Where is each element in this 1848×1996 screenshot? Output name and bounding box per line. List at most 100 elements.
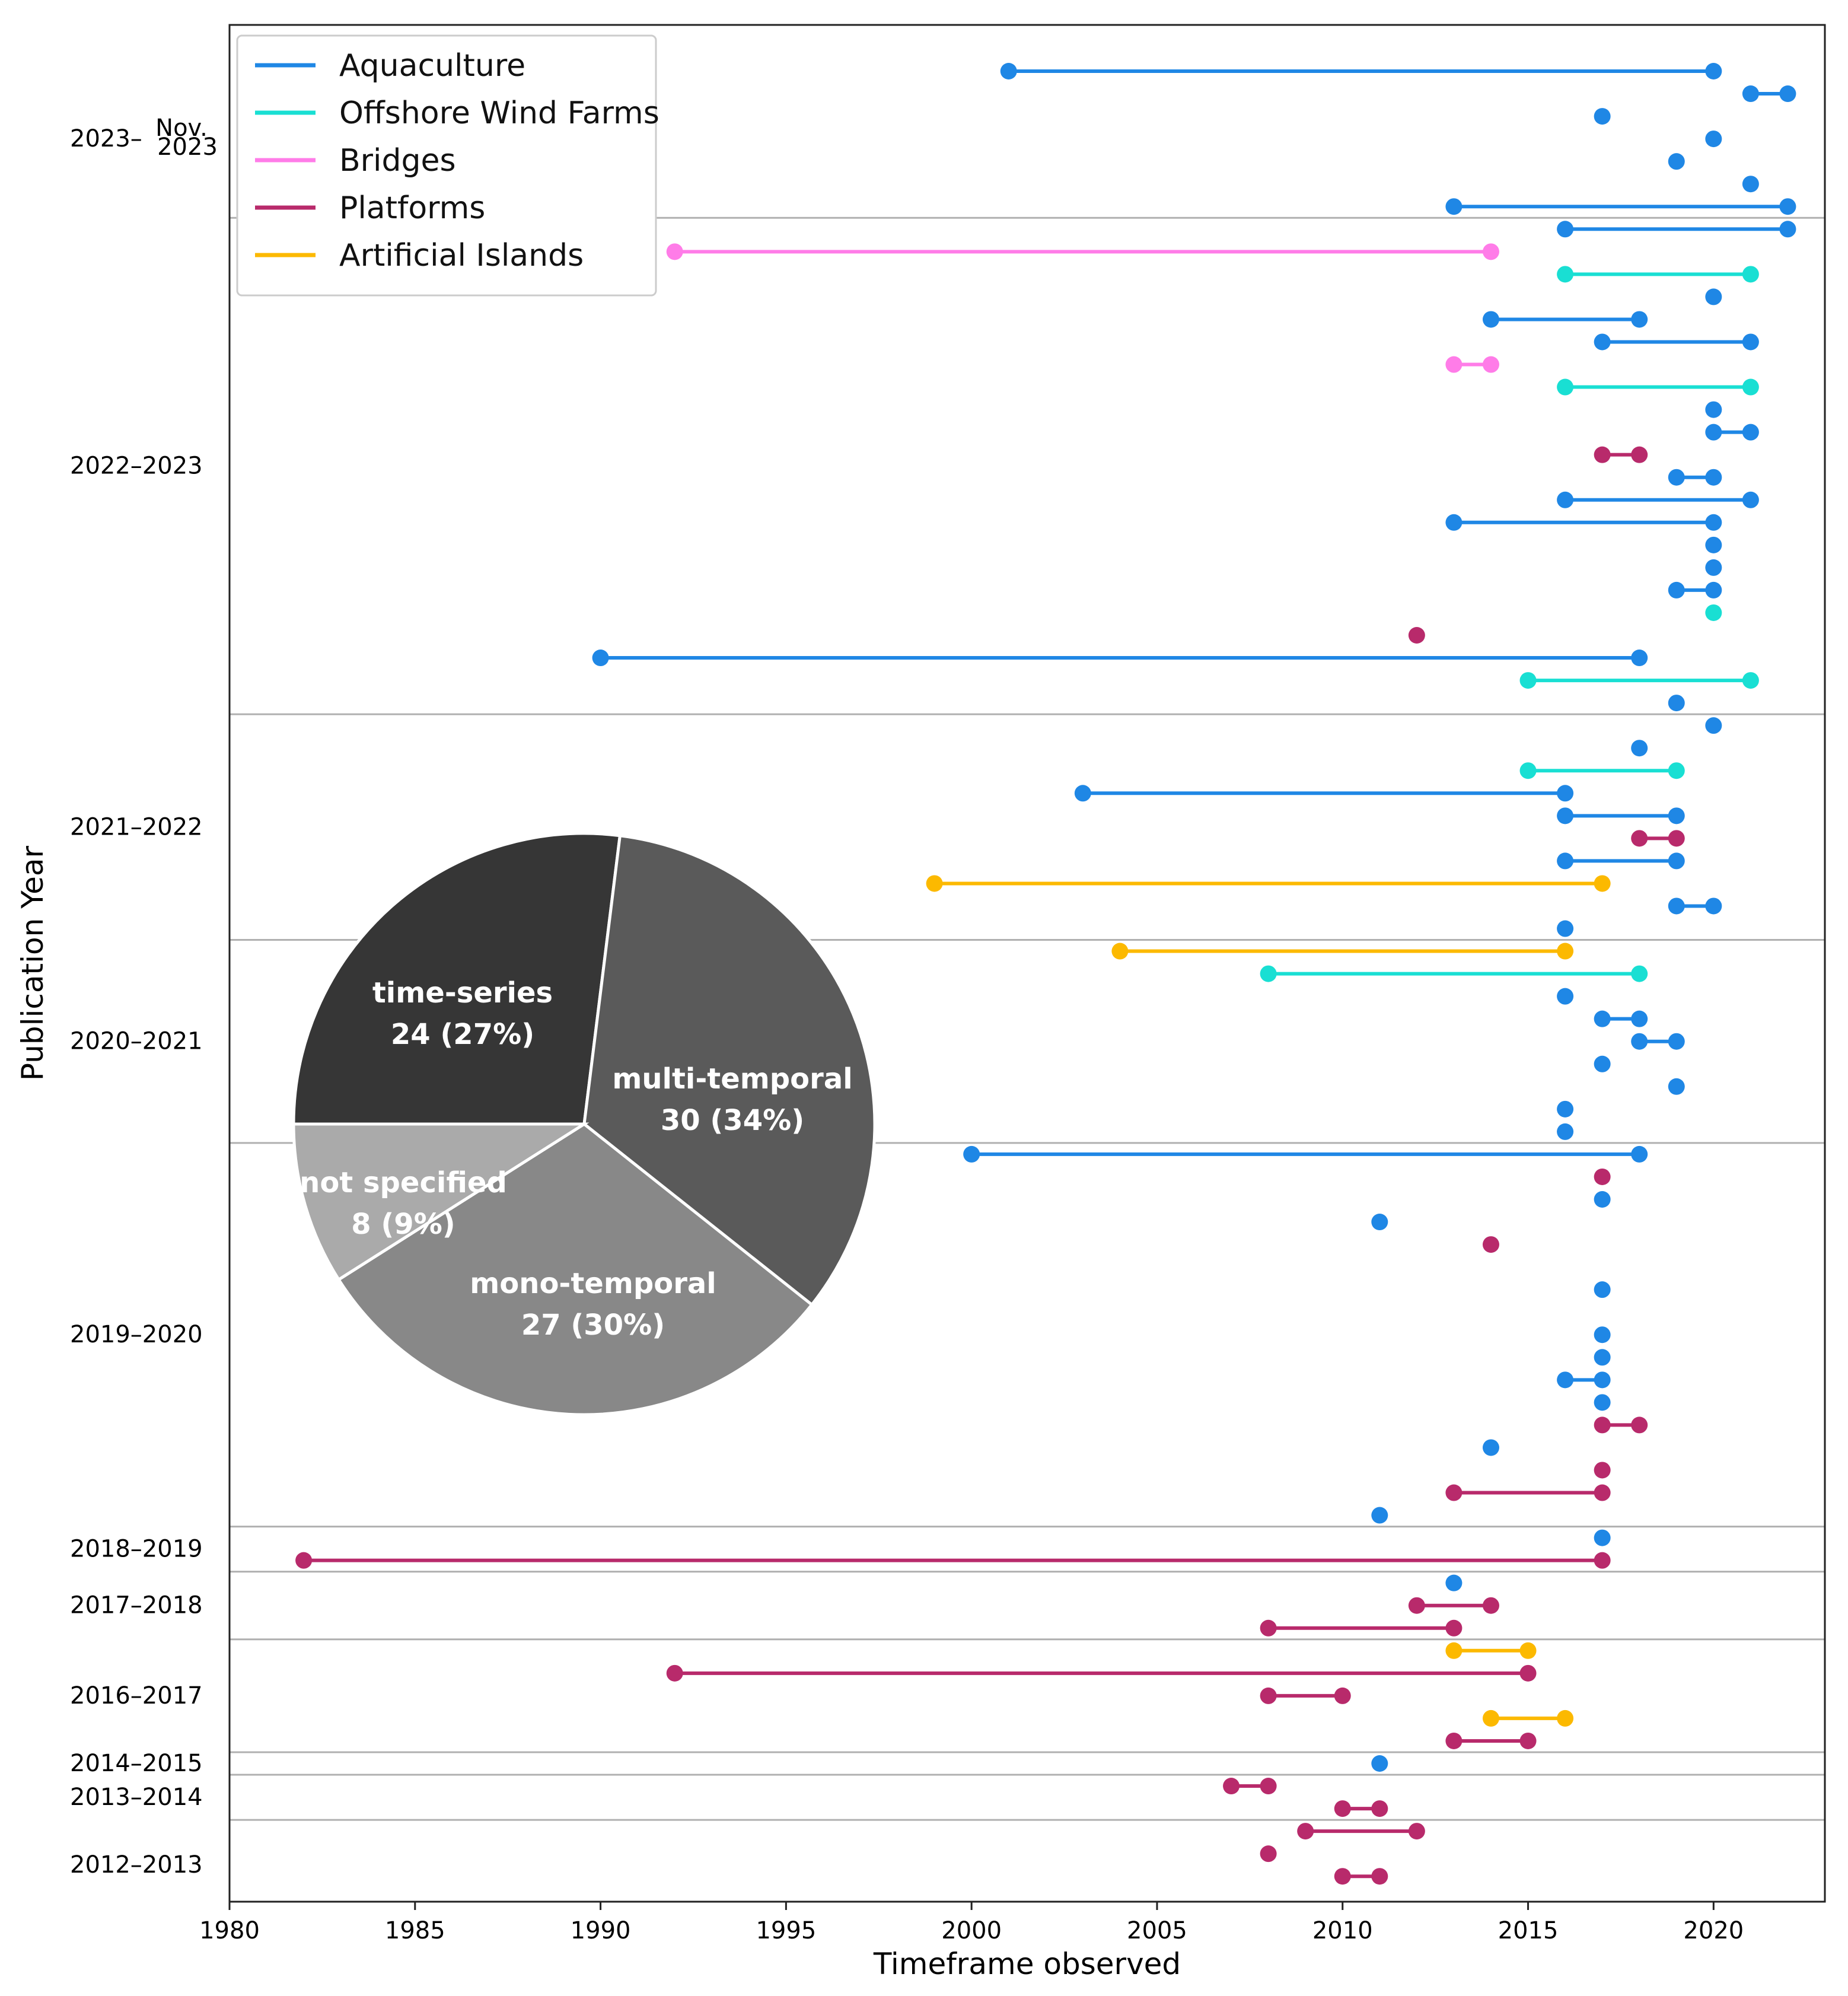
study-start-point — [1519, 672, 1537, 689]
study-end-point — [1705, 897, 1722, 915]
study-start-point — [1557, 1371, 1574, 1389]
study-range — [1557, 807, 1685, 824]
study-range — [1260, 1845, 1277, 1863]
study-end-point — [1779, 221, 1796, 238]
study-end-point — [1631, 1145, 1648, 1163]
study-end-point — [1631, 965, 1648, 982]
study-range — [1594, 1191, 1611, 1208]
legend-label: Platforms — [339, 190, 485, 226]
study-range — [1000, 63, 1722, 79]
study-end-point — [1705, 63, 1722, 79]
study-range — [1705, 717, 1722, 734]
study-start-point — [1334, 1868, 1351, 1885]
study-range — [1631, 830, 1685, 847]
study-range — [1408, 1597, 1499, 1614]
study-range — [1705, 401, 1722, 418]
pie-slice-label: not specified — [299, 1166, 507, 1199]
study-start-point — [1260, 1619, 1277, 1637]
study-start-point — [1557, 221, 1574, 238]
study-start-point — [1594, 333, 1611, 351]
study-range — [1557, 988, 1574, 1005]
study-range — [1594, 333, 1759, 351]
study-end-point — [1371, 1868, 1388, 1885]
study-start-point — [1594, 108, 1611, 125]
study-end-point — [1705, 514, 1722, 531]
study-range — [1445, 1732, 1537, 1749]
year-group-label: 2022–2023 — [70, 453, 203, 480]
study-start-point — [1594, 1416, 1611, 1434]
pie-slice-label: mono-temporal — [470, 1267, 716, 1300]
plot-frame — [228, 24, 1826, 1903]
study-end-point — [1371, 1800, 1388, 1817]
year-group-sublabel: Nov. — [155, 114, 208, 142]
study-range — [1668, 469, 1722, 486]
x-tick-label: 2020 — [1683, 1917, 1744, 1944]
study-start-point — [1594, 1055, 1611, 1072]
study-start-point — [1260, 1687, 1277, 1704]
legend-box — [236, 34, 657, 297]
study-range — [1334, 1800, 1388, 1817]
study-start-point — [1260, 965, 1277, 982]
pie-slice-label: multi-temporal — [612, 1062, 852, 1096]
study-start-point — [1742, 176, 1759, 193]
study-start-point — [1000, 63, 1017, 79]
study-range — [1631, 740, 1648, 757]
study-range — [295, 1552, 1611, 1569]
study-range — [1557, 852, 1685, 870]
study-start-point — [1668, 897, 1685, 915]
study-range — [1557, 1123, 1574, 1140]
study-range — [1557, 378, 1759, 396]
study-start-point — [1297, 1823, 1314, 1840]
study-start-point — [1668, 1078, 1685, 1095]
study-start-point — [1557, 920, 1574, 937]
study-range — [1668, 153, 1685, 170]
legend-label: Artificial Islands — [339, 238, 584, 273]
study-range — [1371, 1755, 1388, 1772]
study-range — [1445, 1484, 1611, 1501]
study-start-point — [1445, 1732, 1463, 1749]
study-start-point — [1594, 1326, 1611, 1344]
study-range — [1557, 920, 1574, 937]
study-range — [1482, 1439, 1499, 1456]
study-range — [1482, 311, 1648, 328]
study-start-point — [1668, 695, 1685, 712]
study-start-point — [1594, 1281, 1611, 1298]
study-start-point — [1705, 604, 1722, 621]
x-tick-label: 2005 — [1127, 1917, 1187, 1944]
pie-slice — [582, 833, 877, 1307]
study-end-point — [1594, 1484, 1611, 1501]
study-range — [1594, 446, 1648, 463]
year-group-label: 2016–2017 — [70, 1682, 203, 1710]
study-range — [1557, 1371, 1611, 1389]
pie-slice — [292, 1122, 590, 1282]
study-start-point — [1557, 491, 1574, 508]
study-end-point — [1742, 672, 1759, 689]
year-group-label: 2018–2019 — [70, 1536, 203, 1563]
legend-label: Aquaculture — [339, 48, 525, 84]
study-end-point — [1557, 943, 1574, 960]
study-start-point — [1223, 1778, 1240, 1795]
year-group-label: 2020–2021 — [70, 1028, 203, 1055]
x-tick-label: 1985 — [385, 1917, 445, 1944]
study-start-point — [1408, 627, 1425, 644]
study-end-point — [1519, 1732, 1537, 1749]
study-start-point — [592, 650, 609, 667]
legend: Aquaculture Offshore Wind Farms Bridges Pla… — [236, 34, 659, 297]
study-range — [1705, 536, 1722, 553]
study-end-point — [1631, 1416, 1648, 1434]
study-start-point — [1445, 514, 1463, 531]
study-start-point — [1371, 1214, 1388, 1231]
study-start-point — [1482, 1236, 1499, 1253]
study-end-point — [1594, 875, 1611, 892]
study-start-point — [1260, 1845, 1277, 1863]
study-range — [1668, 1078, 1685, 1095]
study-start-point — [1519, 762, 1537, 779]
x-tick-label: 1980 — [199, 1917, 260, 1944]
study-start-point — [1334, 1800, 1351, 1817]
study-range — [1445, 356, 1499, 373]
study-start-point — [1371, 1507, 1388, 1524]
study-end-point — [1668, 852, 1685, 870]
study-start-point — [1371, 1755, 1388, 1772]
study-range — [1668, 581, 1722, 599]
study-end-point — [1445, 1619, 1463, 1637]
